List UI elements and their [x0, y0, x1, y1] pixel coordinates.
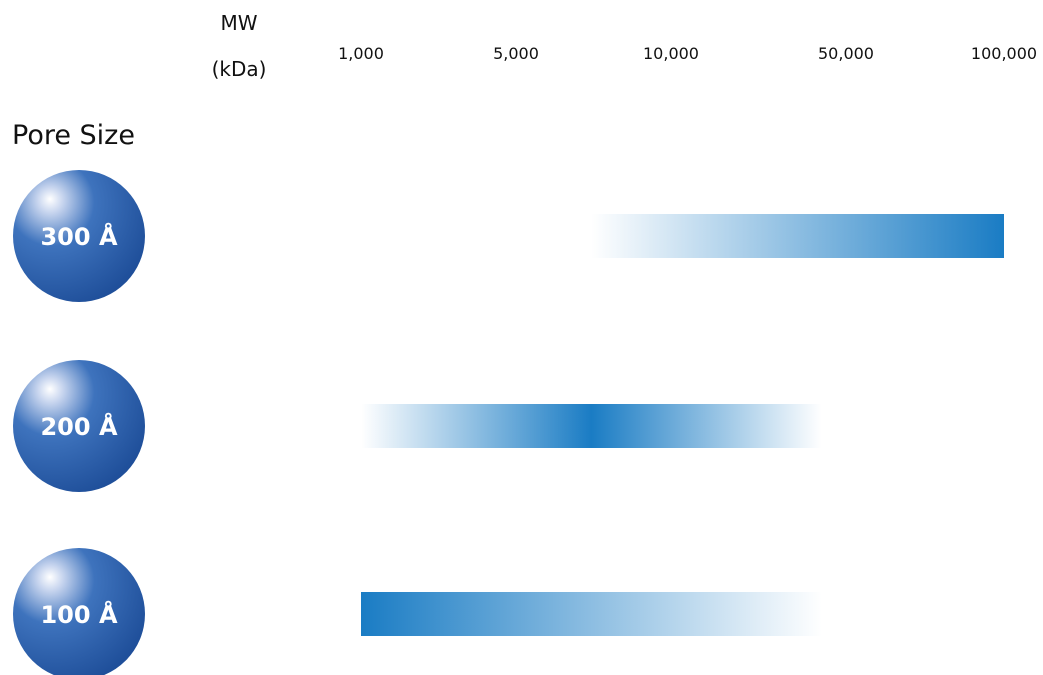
mw-range-bar [361, 404, 822, 448]
pore-sphere [13, 170, 145, 302]
pore-row: 300 Å [13, 170, 1004, 302]
pore-size-label: 300 Å [40, 222, 117, 251]
x-tick-label: 50,000 [818, 44, 874, 63]
axis-title-unit: (kDa) [212, 57, 267, 81]
pore-size-rows: 300 Å 200 Å 100 Å [13, 170, 1004, 675]
x-tick-label: 100,000 [971, 44, 1037, 63]
mw-range-bar [591, 214, 1004, 258]
axis-title-mw: MW [220, 11, 257, 35]
x-tick-labels: 1,000 5,000 10,000 50,000 100,000 [338, 44, 1037, 63]
pore-sphere [13, 360, 145, 492]
pore-size-label: 100 Å [40, 600, 117, 629]
pore-row: 200 Å [13, 360, 822, 492]
x-tick-label: 1,000 [338, 44, 384, 63]
mw-range-bar [361, 592, 822, 636]
section-title-pore-size: Pore Size [12, 120, 135, 151]
pore-row: 100 Å [13, 548, 822, 675]
x-tick-label: 5,000 [493, 44, 539, 63]
x-tick-label: 10,000 [643, 44, 699, 63]
pore-sphere [13, 548, 145, 675]
pore-size-label: 200 Å [40, 412, 117, 441]
